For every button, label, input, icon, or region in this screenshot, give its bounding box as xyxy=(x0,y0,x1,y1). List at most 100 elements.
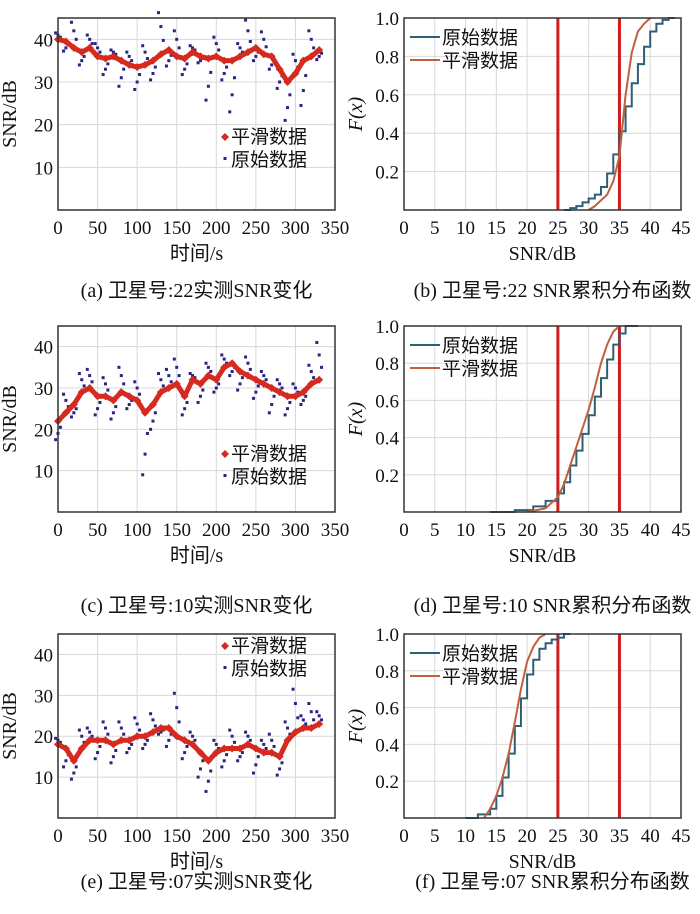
raw-data-point xyxy=(301,718,305,722)
y-tick-label: 40 xyxy=(34,30,53,51)
raw-data-point xyxy=(90,42,94,46)
raw-data-point xyxy=(80,734,84,738)
raw-data-point xyxy=(96,407,100,411)
raw-data-point xyxy=(180,73,184,77)
raw-data-point xyxy=(204,789,208,793)
raw-data-point xyxy=(254,390,258,394)
raw-data-point xyxy=(96,751,100,755)
smoothed-data-point xyxy=(117,56,126,65)
raw-data-point xyxy=(85,367,89,371)
x-tick-label: 0 xyxy=(53,218,63,239)
raw-data-point xyxy=(138,728,142,732)
y-tick-label: 0.6 xyxy=(375,86,399,107)
raw-data-point xyxy=(85,33,89,37)
raw-data-point xyxy=(122,382,126,386)
raw-data-point xyxy=(119,726,123,730)
raw-data-point xyxy=(278,767,282,771)
smoothed-data-point xyxy=(267,748,276,757)
raw-data-point xyxy=(135,386,139,390)
raw-data-point xyxy=(145,431,149,435)
x-tick-label: 150 xyxy=(162,218,191,239)
raw-data-point xyxy=(157,372,161,376)
panel-c: 0 50 100 150 200 250 300 350 10 20 30 40 时间/s SNR/dB (… xyxy=(0,325,349,617)
raw-data-point xyxy=(272,744,276,748)
x-tick-label: 350 xyxy=(321,826,350,847)
raw-data-point xyxy=(54,438,58,442)
smoothed-data-point xyxy=(133,396,142,405)
raw-data-point xyxy=(191,734,195,738)
raw-data-point xyxy=(201,759,205,763)
raw-data-point xyxy=(283,413,287,417)
raw-data-point xyxy=(111,755,115,759)
raw-data-point xyxy=(222,357,226,361)
smoothed-data-point xyxy=(117,736,126,745)
raw-data-point xyxy=(246,29,250,33)
smoothed-data-point xyxy=(283,736,292,745)
raw-data-point xyxy=(267,411,271,415)
raw-data-point xyxy=(288,93,292,97)
smoothed-data-point xyxy=(93,52,102,61)
y-tick-label: 30 xyxy=(34,379,53,400)
x-tick-label: 0 xyxy=(399,520,409,541)
raw-data-point xyxy=(151,419,155,423)
smoothed-data-point xyxy=(133,732,142,741)
smoothed-data-point xyxy=(172,732,181,741)
smoothed-data-point xyxy=(228,744,237,753)
raw-data-point xyxy=(299,403,303,407)
raw-data-point xyxy=(246,734,250,738)
smoothed-data-point xyxy=(93,392,102,401)
smoothed-data-point xyxy=(69,400,78,409)
raw-data-point xyxy=(198,394,202,398)
x-tick-label: 350 xyxy=(321,218,350,239)
smoothed-data-point xyxy=(243,740,252,749)
raw-data-point xyxy=(133,87,137,91)
smoothed-data-point xyxy=(259,379,268,388)
raw-data-point xyxy=(304,74,308,78)
legend-raw-label: 原始数据 xyxy=(442,335,518,357)
x-tick-label: 20 xyxy=(518,826,537,847)
raw-data-point xyxy=(217,746,221,750)
legend-raw-label: 原始数据 xyxy=(442,643,518,665)
x-tick-label: 50 xyxy=(88,520,107,541)
raw-data-point xyxy=(157,732,161,736)
smoothed-data-point xyxy=(307,379,316,388)
smoothed-data-point xyxy=(196,748,205,757)
smoothed-data-point xyxy=(204,54,213,63)
raw-data-point xyxy=(217,382,221,386)
raw-data-point xyxy=(236,388,240,392)
raw-data-point xyxy=(151,71,155,75)
raw-data-point xyxy=(301,398,305,402)
y-tick-label: 0.4 xyxy=(375,735,399,756)
raw-data-point xyxy=(109,417,113,421)
smoothed-data-point xyxy=(315,719,324,728)
smoothed-data-point xyxy=(299,388,308,397)
raw-data-point xyxy=(240,376,244,380)
x-tick-label: 10 xyxy=(456,218,475,239)
plot-frame xyxy=(403,325,682,513)
raw-data-point xyxy=(251,396,255,400)
legend-smooth-marker xyxy=(221,450,229,458)
raw-data-point xyxy=(270,403,274,407)
raw-data-point xyxy=(138,73,142,77)
x-tick-label: 30 xyxy=(579,826,598,847)
smoothed-data-point xyxy=(172,52,181,61)
smoothed-data-point xyxy=(236,367,245,376)
x-tick-label: 0 xyxy=(53,520,63,541)
y-tick-label: 20 xyxy=(34,727,53,748)
raw-data-point xyxy=(183,751,187,755)
raw-data-point xyxy=(217,48,221,52)
smoothed-data-point xyxy=(148,728,157,737)
raw-data-point xyxy=(214,742,218,746)
smoothed-data-point xyxy=(188,740,197,749)
raw-data-point xyxy=(145,57,149,61)
legend-raw-label: 原始数据 xyxy=(231,149,307,171)
raw-data-point xyxy=(183,67,187,71)
raw-data-point xyxy=(157,11,161,15)
raw-data-point xyxy=(244,730,248,734)
raw-data-point xyxy=(66,405,70,409)
legend-smooth-marker xyxy=(221,642,229,650)
x-tick-label: 35 xyxy=(610,218,629,239)
raw-data-point xyxy=(98,744,102,748)
raw-data-point xyxy=(220,78,224,82)
legend-raw-label: 原始数据 xyxy=(231,466,307,488)
